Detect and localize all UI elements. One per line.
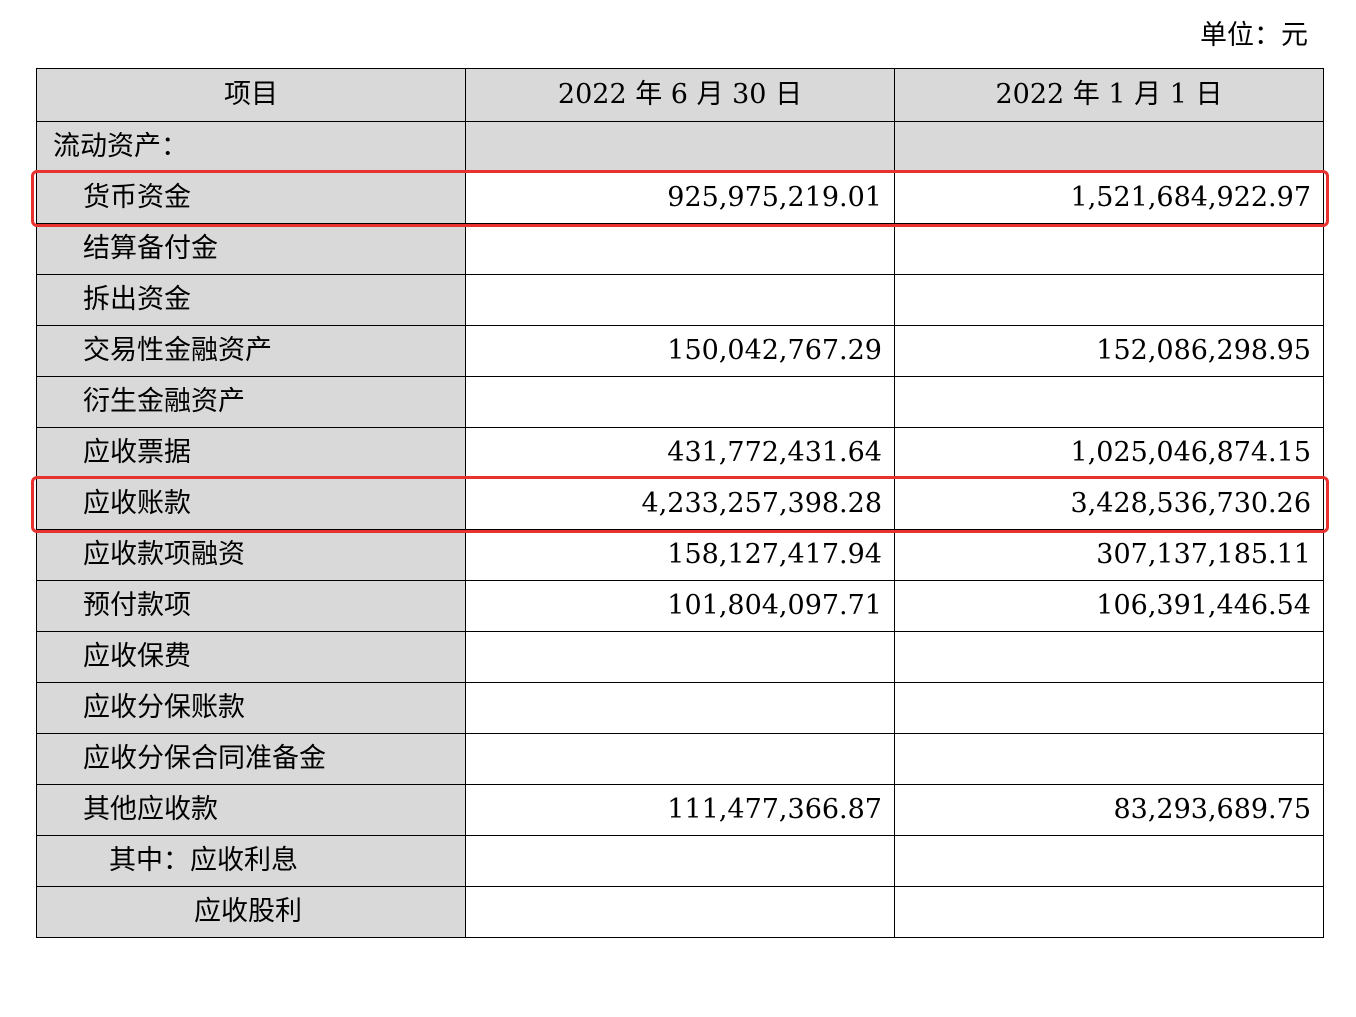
value-2022-01-01: 152,086,298.95: [894, 325, 1324, 377]
value-2022-01-01: [894, 835, 1324, 887]
row-item-label: 应收保费: [36, 631, 466, 683]
table-row: 应收票据 431,772,431.64 1,025,046,874.15: [36, 427, 1324, 479]
table-row: 流动资产：: [36, 121, 1324, 173]
row-item-label: 结算备付金: [36, 223, 466, 275]
table-header-row: 项目 2022 年 6 月 30 日 2022 年 1 月 1 日: [36, 68, 1324, 122]
value-2022-06-30: [465, 733, 895, 785]
header-date-2022-01-01: 2022 年 1 月 1 日: [894, 68, 1324, 122]
table-row: 交易性金融资产 150,042,767.29 152,086,298.95: [36, 325, 1324, 377]
value-2022-06-30: [465, 376, 895, 428]
value-2022-06-30: 158,127,417.94: [465, 529, 895, 581]
value-2022-01-01: 307,137,185.11: [894, 529, 1324, 581]
row-item-label: 货币资金: [36, 172, 466, 224]
value-2022-01-01: [894, 121, 1324, 173]
value-2022-01-01: 1,521,684,922.97: [894, 172, 1324, 224]
header-date-2022-06-30: 2022 年 6 月 30 日: [465, 68, 895, 122]
value-2022-06-30: [465, 274, 895, 326]
table-row: 货币资金 925,975,219.01 1,521,684,922.97: [36, 172, 1324, 224]
value-2022-01-01: 106,391,446.54: [894, 580, 1324, 632]
value-2022-01-01: [894, 223, 1324, 275]
table-row: 结算备付金: [36, 223, 1324, 275]
table-row: 衍生金融资产: [36, 376, 1324, 428]
value-2022-06-30: [465, 631, 895, 683]
table-row: 预付款项 101,804,097.71 106,391,446.54: [36, 580, 1324, 632]
table-row: 应收保费: [36, 631, 1324, 683]
row-item-label: 应收账款: [36, 478, 466, 530]
value-2022-06-30: [465, 682, 895, 734]
value-2022-01-01: [894, 682, 1324, 734]
table-row: 应收分保账款: [36, 682, 1324, 734]
row-item-label: 预付款项: [36, 580, 466, 632]
row-item-label: 应收分保账款: [36, 682, 466, 734]
header-item: 项目: [36, 68, 466, 122]
table-row: 其他应收款 111,477,366.87 83,293,689.75: [36, 784, 1324, 836]
value-2022-06-30: 150,042,767.29: [465, 325, 895, 377]
table-row: 应收款项融资 158,127,417.94 307,137,185.11: [36, 529, 1324, 581]
value-2022-01-01: [894, 376, 1324, 428]
table-row: 拆出资金: [36, 274, 1324, 326]
value-2022-06-30: [465, 223, 895, 275]
balance-sheet-table: 项目 2022 年 6 月 30 日 2022 年 1 月 1 日 流动资产：货…: [36, 68, 1324, 938]
row-item-label: 衍生金融资产: [36, 376, 466, 428]
value-2022-06-30: 4,233,257,398.28: [465, 478, 895, 530]
table-row: 应收账款 4,233,257,398.28 3,428,536,730.26: [36, 478, 1324, 530]
value-2022-06-30: [465, 121, 895, 173]
table-row: 其中：应收利息: [36, 835, 1324, 887]
row-item-label: 其他应收款: [36, 784, 466, 836]
row-item-label: 应收分保合同准备金: [36, 733, 466, 785]
value-2022-01-01: [894, 886, 1324, 938]
table-row: 应收分保合同准备金: [36, 733, 1324, 785]
value-2022-06-30: 431,772,431.64: [465, 427, 895, 479]
value-2022-06-30: 111,477,366.87: [465, 784, 895, 836]
table-body: 流动资产： 货币资金 925,975,219.01 1,521,684,922.97 结…: [36, 121, 1324, 938]
row-item-label: 其中：应收利息: [36, 835, 466, 887]
row-item-label: 应收股利: [36, 886, 466, 938]
value-2022-06-30: [465, 886, 895, 938]
value-2022-01-01: [894, 631, 1324, 683]
value-2022-01-01: 1,025,046,874.15: [894, 427, 1324, 479]
value-2022-01-01: [894, 274, 1324, 326]
row-item-label: 流动资产：: [36, 121, 466, 173]
unit-label: 单位：元: [1200, 20, 1308, 51]
row-item-label: 交易性金融资产: [36, 325, 466, 377]
value-2022-06-30: 101,804,097.71: [465, 580, 895, 632]
value-2022-01-01: [894, 733, 1324, 785]
value-2022-01-01: 3,428,536,730.26: [894, 478, 1324, 530]
row-item-label: 应收款项融资: [36, 529, 466, 581]
value-2022-06-30: [465, 835, 895, 887]
row-item-label: 应收票据: [36, 427, 466, 479]
table-row: 应收股利: [36, 886, 1324, 938]
value-2022-06-30: 925,975,219.01: [465, 172, 895, 224]
value-2022-01-01: 83,293,689.75: [894, 784, 1324, 836]
row-item-label: 拆出资金: [36, 274, 466, 326]
